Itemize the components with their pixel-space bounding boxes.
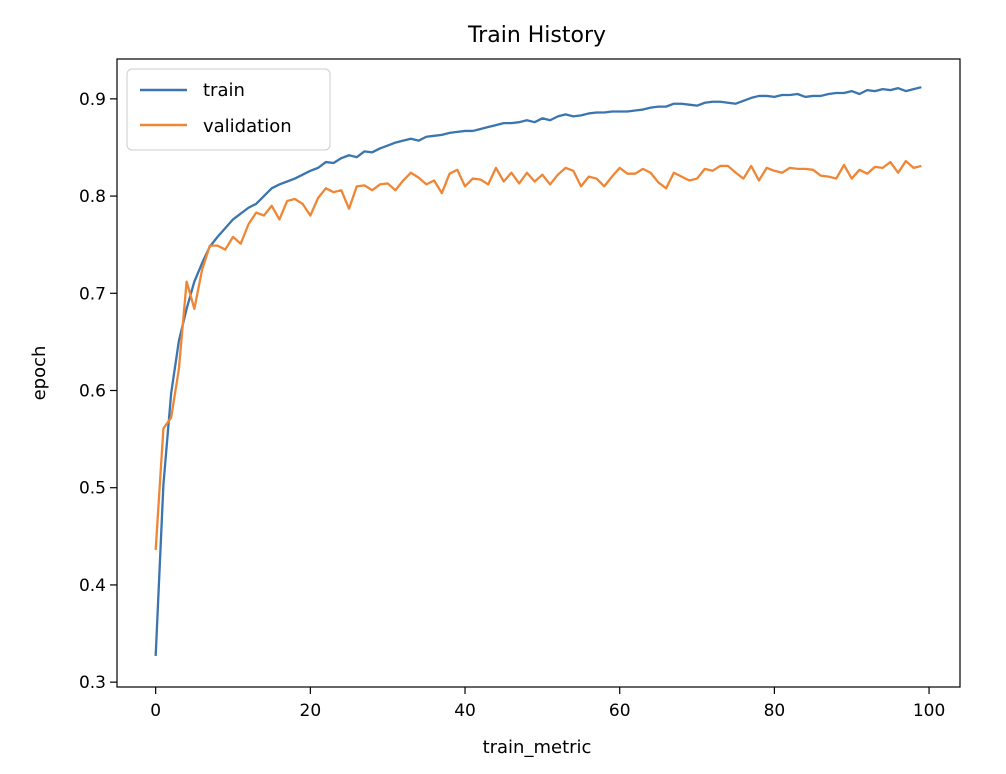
y-tick-label: 0.7 xyxy=(79,284,106,304)
x-axis-ticks: 0 20 40 60 80 100 xyxy=(150,687,945,721)
y-tick-label: 0.8 xyxy=(79,187,106,207)
x-tick-label: 20 xyxy=(300,701,322,721)
chart-title: Train History xyxy=(467,23,606,48)
series-layer xyxy=(154,86,922,656)
x-tick-label: 60 xyxy=(609,701,631,721)
x-axis-label: train_metric xyxy=(483,737,592,758)
y-tick-label: 0.4 xyxy=(79,576,106,596)
y-tick-label: 0.6 xyxy=(79,381,106,401)
legend: train validation xyxy=(126,68,331,151)
series-line-validation xyxy=(154,159,922,551)
legend-label-validation: validation xyxy=(203,116,292,137)
legend-label-train: train xyxy=(203,80,245,101)
y-tick-label: 0.9 xyxy=(79,90,106,110)
plot-area xyxy=(116,58,961,688)
y-axis-ticks: 0.3 0.4 0.5 0.6 0.7 0.8 0.9 xyxy=(79,90,117,693)
x-tick-label: 0 xyxy=(150,701,161,721)
x-tick-label: 80 xyxy=(764,701,786,721)
series-line-train xyxy=(154,86,922,656)
y-tick-label: 0.3 xyxy=(79,673,106,693)
y-axis-label: epoch xyxy=(29,346,50,401)
x-tick-label: 100 xyxy=(913,701,945,721)
y-tick-label: 0.5 xyxy=(79,479,106,499)
x-tick-label: 40 xyxy=(454,701,476,721)
